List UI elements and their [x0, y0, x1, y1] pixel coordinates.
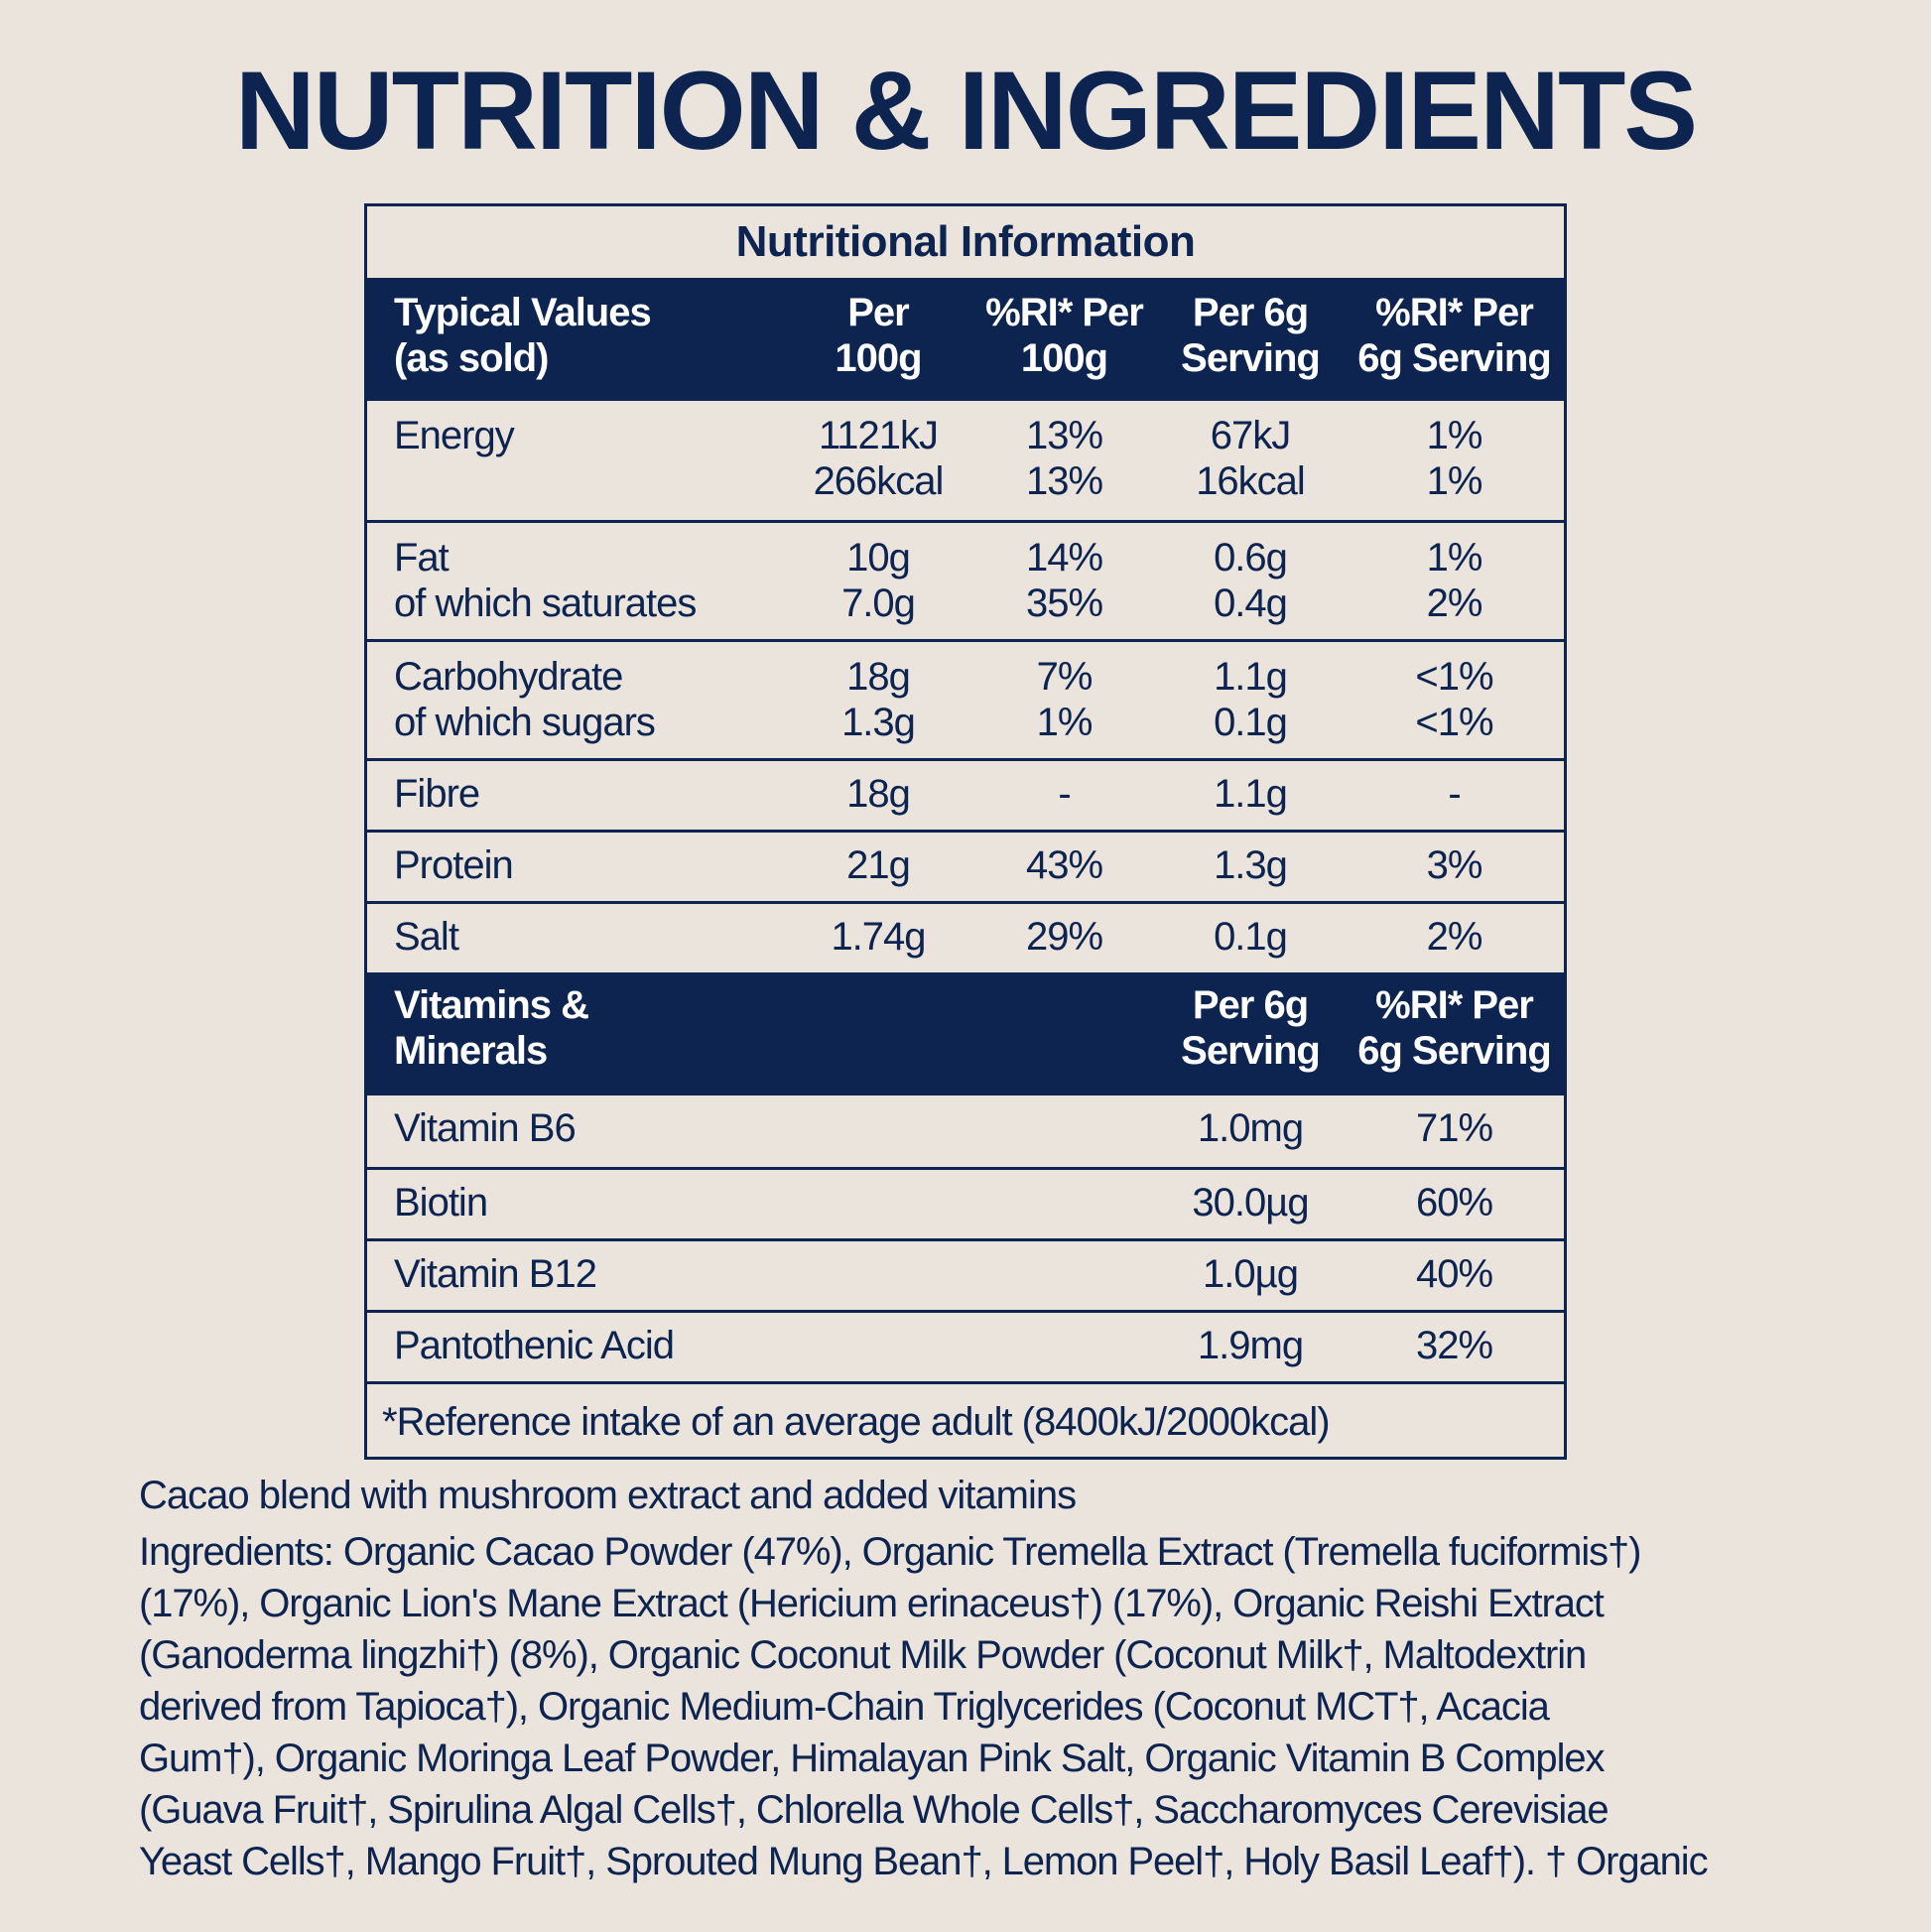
cell-per-100g: 18g 1.3g [841, 655, 916, 744]
product-description: Cacao blend with mushroom extract and ad… [139, 1474, 1077, 1517]
header-per-serving: Per 6g Serving [1181, 983, 1321, 1073]
cell-per-serving: 0.6g 0.4g [1214, 536, 1288, 625]
cell-ri-per-100g: 43% [1025, 843, 1103, 887]
cell-ri-per-serving: <1% <1% [1415, 655, 1493, 744]
cell-ri-per-serving: 32% [1415, 1324, 1493, 1367]
cell-ri-per-100g: - [1058, 772, 1071, 816]
table-row-protein: Protein 21g 43% 1.3g 3% [367, 830, 1564, 901]
table-row-biotin: Biotin 30.0µg 60% [367, 1167, 1564, 1238]
cell-per-serving: 1.3g [1214, 843, 1288, 887]
header-vitamins-minerals: Vitamins & Minerals [394, 983, 589, 1073]
cell-empty [972, 1323, 1156, 1381]
cell-per-serving: 30.0µg [1192, 1181, 1309, 1224]
header-empty [784, 982, 972, 1095]
row-label: Vitamin B6 [394, 1106, 577, 1150]
row-label: Carbohydrate of which sugars [394, 655, 656, 744]
row-label: Fat of which saturates [394, 536, 697, 625]
cell-per-serving: 67kJ 16kcal [1196, 414, 1306, 503]
table-row-vitamin-b6: Vitamin B6 1.0mg 71% [367, 1095, 1564, 1167]
cell-per-serving: 1.1g 0.1g [1214, 655, 1288, 744]
cell-per-100g: 18g [846, 772, 911, 816]
ingredients-line: derived from Tapioca†), Organic Medium-C… [139, 1685, 1550, 1729]
cell-ri-per-serving: - [1448, 772, 1461, 816]
cell-empty [972, 1105, 1156, 1167]
header-ri-per-serving: %RI* Per 6g Serving [1357, 291, 1552, 380]
header-empty [972, 982, 1156, 1095]
cell-per-serving: 1.1g [1214, 772, 1288, 816]
cell-ri-per-serving: 40% [1415, 1252, 1493, 1296]
ingredients-line: Ingredients: Organic Cacao Powder (47%),… [139, 1530, 1642, 1574]
header-typical-values: Typical Values (as sold) [394, 291, 652, 380]
ingredients-line: (Guava Fruit†, Spirulina Algal Cells†, C… [139, 1788, 1609, 1832]
table-row-carbohydrate: Carbohydrate of which sugars 18g 1.3g 7%… [367, 639, 1564, 758]
reference-intake-footnote: *Reference intake of an average adult (8… [367, 1381, 1564, 1457]
cell-per-100g: 1121kJ 266kcal [813, 414, 945, 503]
cell-empty [784, 1180, 972, 1238]
header-per-serving: Per 6g Serving [1181, 291, 1321, 380]
cell-ri-per-serving: 3% [1426, 843, 1483, 887]
row-label: Energy [394, 414, 515, 457]
cell-ri-per-serving: 1% 2% [1426, 536, 1483, 625]
table-row-pantothenic-acid: Pantothenic Acid 1.9mg 32% [367, 1310, 1564, 1381]
nutrition-panel: Nutritional Information Typical Values (… [364, 203, 1567, 1460]
cell-empty [784, 1251, 972, 1310]
row-label: Fibre [394, 772, 480, 816]
header-per-100g: Per 100g [835, 291, 922, 380]
cell-per-100g: 21g [846, 843, 911, 887]
cell-per-serving: 0.1g [1214, 915, 1288, 959]
cell-per-100g: 10g 7.0g [841, 536, 916, 625]
table-row-vitamin-b12: Vitamin B12 1.0µg 40% [367, 1238, 1564, 1310]
cell-ri-per-serving: 60% [1415, 1181, 1493, 1224]
vitamins-header-row: Vitamins & Minerals Per 6g Serving %RI* … [367, 972, 1564, 1095]
cell-ri-per-serving: 71% [1415, 1106, 1493, 1150]
cell-ri-per-serving: 2% [1426, 915, 1483, 959]
ingredients-line: Gum†), Organic Moringa Leaf Powder, Hima… [139, 1737, 1606, 1780]
panel-title: Nutritional Information [735, 217, 1196, 266]
nutrition-header-row: Typical Values (as sold) Per 100g %RI* P… [367, 278, 1564, 401]
cell-ri-per-100g: 7% 1% [1036, 655, 1094, 744]
cell-per-serving: 1.0mg [1197, 1106, 1304, 1150]
header-ri-per-100g: %RI* Per 100g [985, 291, 1144, 380]
cell-ri-per-100g: 14% 35% [1025, 536, 1103, 625]
cell-ri-per-100g: 29% [1025, 915, 1103, 959]
cell-per-serving: 1.9mg [1197, 1324, 1304, 1367]
ingredients-line: Yeast Cells†, Mango Fruit†, Sprouted Mun… [139, 1840, 1709, 1883]
table-row-fat: Fat of which saturates 10g 7.0g 14% 35% … [367, 520, 1564, 639]
table-row-salt: Salt 1.74g 29% 0.1g 2% [367, 901, 1564, 972]
row-label: Biotin [394, 1181, 488, 1224]
ingredients-line: (Ganoderma lingzhi†) (8%), Organic Cocon… [139, 1633, 1587, 1677]
cell-empty [972, 1180, 1156, 1238]
row-label: Vitamin B12 [394, 1252, 597, 1296]
row-label: Salt [394, 915, 459, 959]
ingredients-list: Ingredients: Organic Cacao Powder (47%),… [139, 1526, 1895, 1887]
header-ri-per-serving: %RI* Per 6g Serving [1357, 983, 1552, 1073]
row-label: Protein [394, 843, 514, 887]
cell-ri-per-100g: 13% 13% [1025, 414, 1103, 503]
cell-per-serving: 1.0µg [1203, 1252, 1299, 1296]
page-title: NUTRITION & INGREDIENTS [234, 49, 1698, 173]
table-row-energy: Energy 1121kJ 266kcal 13% 13% 67kJ 16kca… [367, 401, 1564, 520]
table-row-fibre: Fibre 18g - 1.1g - [367, 758, 1564, 830]
cell-empty [784, 1323, 972, 1381]
cell-empty [972, 1251, 1156, 1310]
row-label: Pantothenic Acid [394, 1324, 675, 1367]
ingredients-line: (17%), Organic Lion's Mane Extract (Heri… [139, 1582, 1605, 1625]
cell-per-100g: 1.74g [831, 915, 926, 959]
cell-empty [784, 1105, 972, 1167]
cell-ri-per-serving: 1% 1% [1426, 414, 1483, 503]
